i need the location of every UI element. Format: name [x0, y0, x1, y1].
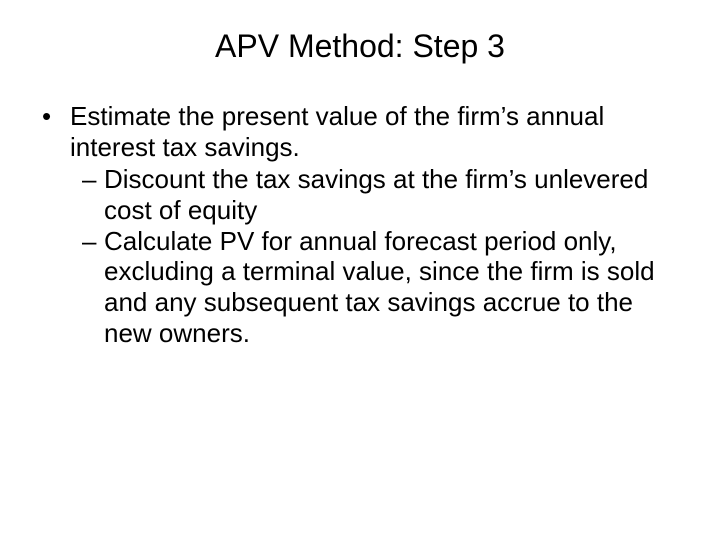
bullet-level-2: – Discount the tax savings at the firm’s…: [82, 164, 680, 225]
bullet-text: Calculate PV for annual forecast period …: [104, 226, 680, 349]
slide: APV Method: Step 3 • Estimate the presen…: [0, 0, 720, 540]
bullet-text: Estimate the present value of the firm’s…: [70, 101, 680, 162]
dash-marker: –: [82, 164, 104, 225]
bullet-marker: •: [40, 101, 70, 162]
slide-title: APV Method: Step 3: [0, 0, 720, 85]
bullet-level-1: • Estimate the present value of the firm…: [40, 101, 680, 162]
bullet-level-2: – Calculate PV for annual forecast perio…: [82, 226, 680, 349]
bullet-text: Discount the tax savings at the firm’s u…: [104, 164, 680, 225]
dash-marker: –: [82, 226, 104, 349]
slide-body: • Estimate the present value of the firm…: [0, 85, 720, 348]
